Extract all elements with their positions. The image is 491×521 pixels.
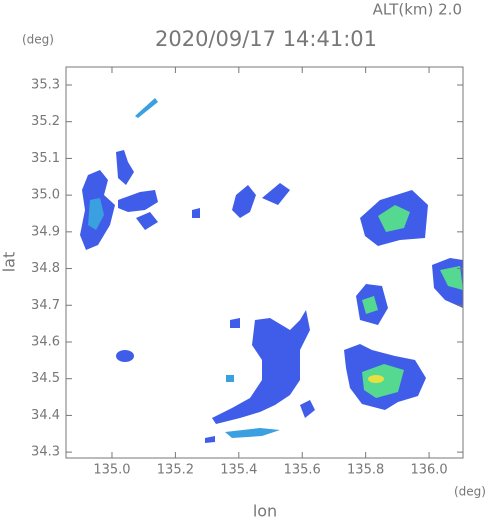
y-tick-label: 34.5 <box>31 371 60 386</box>
x-tick-label: 135.2 <box>157 463 194 478</box>
y-tick-label: 34.3 <box>31 445 60 460</box>
x-tick-label: 135.0 <box>93 463 130 478</box>
y-tick-label: 35.0 <box>31 188 60 203</box>
y-axis-label: lat <box>0 252 19 273</box>
x-unit: (deg) <box>454 485 486 499</box>
y-tick-label: 34.7 <box>31 298 60 313</box>
chart-title: 2020/09/17 14:41:01 <box>155 27 377 51</box>
y-tick-label: 35.2 <box>31 114 60 129</box>
x-tick-label: 135.8 <box>347 463 384 478</box>
y-tick-label: 34.6 <box>31 334 60 349</box>
y-tick-label: 35.1 <box>31 151 60 166</box>
alt-label: ALT(km) 2.0 <box>373 1 462 19</box>
x-tick-label: 135.6 <box>284 463 321 478</box>
radar-echoes <box>80 98 463 443</box>
x-tick-label: 135.4 <box>220 463 257 478</box>
y-tick-label: 35.3 <box>31 77 60 92</box>
x-tick-label: 136.0 <box>410 463 447 478</box>
plot-frame <box>65 66 464 459</box>
y-tick-label: 34.8 <box>31 261 60 276</box>
x-axis-label: lon <box>253 502 277 521</box>
y-tick-label: 34.4 <box>31 408 60 423</box>
y-tick-label: 34.9 <box>31 224 60 239</box>
y-unit: (deg) <box>22 33 54 47</box>
